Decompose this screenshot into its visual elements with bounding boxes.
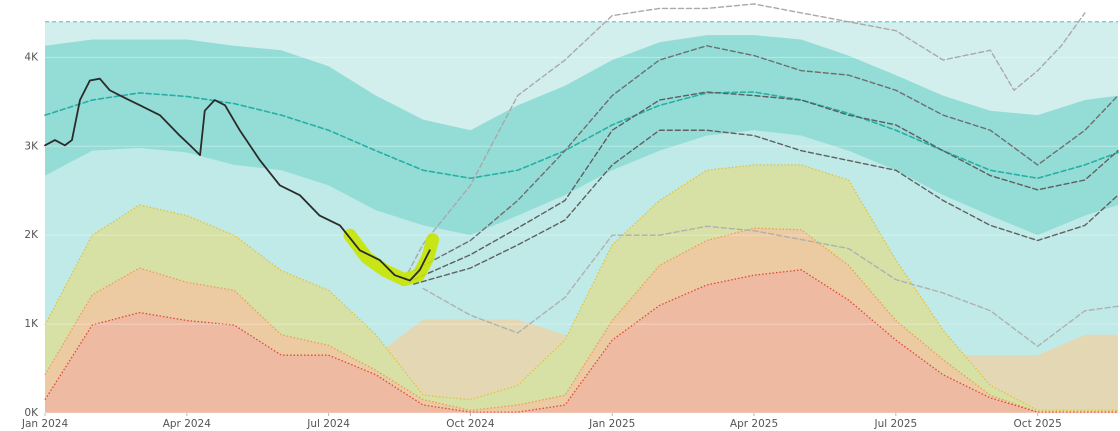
x-tick-label: Jan 2024 xyxy=(21,418,69,430)
y-tick-label: 4K xyxy=(24,51,39,63)
x-tick-label: Oct 2025 xyxy=(1014,418,1062,430)
x-tick-label: Jul 2025 xyxy=(873,418,917,430)
area-border xyxy=(44,269,1118,413)
line xyxy=(422,225,1119,348)
area xyxy=(45,269,1118,413)
area-border xyxy=(44,164,1118,411)
line xyxy=(412,91,1119,281)
line xyxy=(412,45,1119,272)
y-tick-label: 0K xyxy=(24,407,39,419)
y-tick-label: 2K xyxy=(24,229,39,241)
x-tick-label: Apr 2025 xyxy=(730,418,778,430)
x-tick-label: Jan 2025 xyxy=(588,418,635,430)
line xyxy=(412,129,1119,285)
line xyxy=(343,228,440,287)
line xyxy=(403,3,1086,281)
y-tick-label: 3K xyxy=(24,140,39,152)
x-tick-label: Jul 2024 xyxy=(306,418,350,430)
x-tick-label: Apr 2024 xyxy=(163,418,212,430)
area-border xyxy=(44,227,1118,413)
y-tick-label: 1K xyxy=(24,318,39,330)
line xyxy=(44,77,431,282)
line xyxy=(44,91,1119,180)
band xyxy=(45,35,1118,236)
x-tick-label: Oct 2024 xyxy=(446,418,495,430)
